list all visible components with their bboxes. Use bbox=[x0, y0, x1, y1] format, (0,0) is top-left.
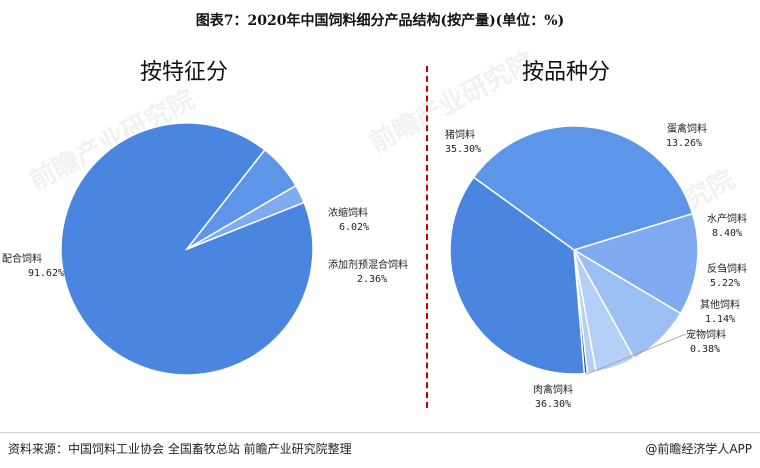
slice-category-label: 猪饲料 bbox=[445, 128, 475, 141]
slice-label-5: 宠物饲料 0.38% bbox=[686, 328, 726, 355]
slice-value-label: 5.22% bbox=[710, 278, 740, 289]
slice-label-1: 浓缩饲料 6.02% bbox=[328, 206, 369, 233]
slice-value-label: 6.02% bbox=[339, 222, 369, 233]
slice-label-3: 反刍饲料 5.22% bbox=[707, 262, 747, 289]
slice-value-label: 36.30% bbox=[535, 399, 571, 410]
left-chart-title: 按特征分 bbox=[139, 60, 228, 85]
slice-value-label: 13.26% bbox=[666, 138, 702, 149]
slice-label-0: 配合饲料 91.62% bbox=[2, 252, 64, 279]
source-note: 资料来源：中国饲料工业协会 全国畜牧总站 前瞻产业研究院整理 bbox=[8, 442, 352, 456]
slice-value-label: 91.62% bbox=[28, 268, 64, 279]
page-title: 图表7：2020年中国饲料细分产品结构(按产量)(单位：%) bbox=[195, 13, 565, 29]
slice-label-2: 水产饲料 8.40% bbox=[707, 212, 747, 239]
right-chart-title: 按品种分 bbox=[521, 60, 610, 85]
slice-category-label: 蛋禽饲料 bbox=[667, 122, 707, 135]
brand-label: @前瞻经济学人APP bbox=[645, 442, 752, 456]
slice-value-label: 8.40% bbox=[712, 228, 742, 239]
slice-category-label: 反刍饲料 bbox=[707, 262, 747, 275]
slice-category-label: 肉禽饲料 bbox=[533, 383, 573, 396]
slice-category-label: 配合饲料 bbox=[2, 252, 42, 265]
slice-label-2: 添加剂预混合饲料 2.36% bbox=[328, 258, 408, 285]
slice-value-label: 2.36% bbox=[357, 274, 387, 285]
slice-value-label: 0.38% bbox=[690, 344, 720, 355]
slice-category-label: 添加剂预混合饲料 bbox=[328, 258, 408, 271]
pie-slice-0 bbox=[472, 125, 694, 251]
footer-divider bbox=[0, 432, 760, 433]
slice-label-6: 肉禽饲料 36.30% bbox=[533, 383, 573, 410]
slice-category-label: 宠物饲料 bbox=[686, 328, 726, 341]
slice-value-label: 1.14% bbox=[705, 314, 735, 325]
label-leader-line bbox=[585, 333, 687, 375]
slice-label-1: 蛋禽饲料 13.26% bbox=[666, 122, 707, 149]
pie-slice-6 bbox=[449, 176, 586, 375]
slice-value-label: 35.30% bbox=[445, 144, 481, 155]
pie-slice-1 bbox=[572, 212, 699, 315]
pie-slice-2 bbox=[186, 184, 306, 250]
slice-category-label: 浓缩饲料 bbox=[328, 206, 368, 219]
divider bbox=[426, 66, 428, 408]
slice-category-label: 其他饲料 bbox=[700, 298, 740, 311]
slice-label-4: 其他饲料 1.14% bbox=[700, 298, 740, 325]
slice-category-label: 水产饲料 bbox=[707, 212, 747, 225]
slice-label-0: 猪饲料 35.30% bbox=[445, 128, 481, 155]
